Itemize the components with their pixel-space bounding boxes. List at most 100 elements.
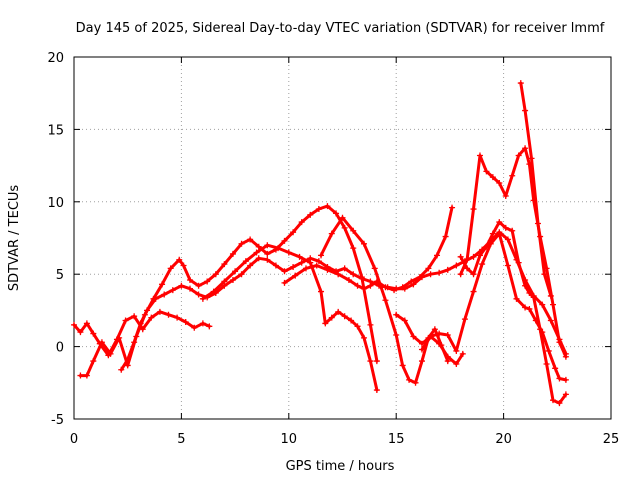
data-point xyxy=(328,314,335,321)
data-point xyxy=(212,271,219,278)
ticks: 0 5 10 15 20 25 -5 0 5 10 15 20 xyxy=(47,51,619,447)
data-point xyxy=(464,256,471,263)
data-point xyxy=(210,288,217,295)
y-tick-label: 5 xyxy=(56,268,64,283)
data-point xyxy=(382,284,389,291)
y-tick-label: 0 xyxy=(56,341,64,356)
data-point xyxy=(562,353,569,360)
data-point xyxy=(461,316,468,323)
data-point xyxy=(530,294,537,301)
data-point xyxy=(313,262,320,269)
data-point xyxy=(528,155,535,162)
data-point xyxy=(292,272,299,279)
x-tick-label: 20 xyxy=(495,432,512,447)
data-point xyxy=(515,152,522,159)
data-point xyxy=(393,332,400,339)
data-point xyxy=(550,397,557,404)
data-point xyxy=(221,261,228,268)
data-point xyxy=(444,332,451,339)
data-point xyxy=(513,295,520,302)
data-point xyxy=(517,80,524,87)
data-point xyxy=(285,249,292,256)
data-point xyxy=(522,145,529,152)
data-point xyxy=(464,265,471,272)
x-tick-label: 0 xyxy=(70,432,78,447)
data-point xyxy=(341,224,348,231)
data-point xyxy=(509,172,516,179)
data-point xyxy=(459,350,466,357)
data-point xyxy=(476,152,483,159)
data-point xyxy=(180,262,187,269)
series-arc-j xyxy=(457,219,569,407)
data-point xyxy=(116,334,123,341)
data-point xyxy=(496,219,503,226)
data-point xyxy=(264,256,271,263)
data-point xyxy=(541,271,548,278)
data-point xyxy=(358,275,365,282)
data-point xyxy=(290,229,297,236)
data-point xyxy=(496,230,503,237)
data-point xyxy=(449,204,456,211)
data-point xyxy=(382,297,389,304)
data-point xyxy=(77,372,84,379)
data-point xyxy=(178,282,185,289)
data-point xyxy=(191,324,198,331)
data-point xyxy=(131,313,138,320)
data-point xyxy=(324,203,331,210)
data-point xyxy=(169,287,176,294)
data-point xyxy=(174,314,181,321)
series-line xyxy=(72,310,211,357)
data-point xyxy=(290,263,297,270)
data-point xyxy=(124,356,131,363)
data-point xyxy=(552,365,559,372)
series-arc-a xyxy=(71,308,213,359)
data-point xyxy=(367,282,374,289)
data-point xyxy=(556,375,563,382)
series-group xyxy=(71,80,569,407)
data-point xyxy=(483,243,490,250)
data-point xyxy=(242,258,249,265)
data-point xyxy=(431,326,438,333)
data-point xyxy=(496,179,503,186)
series-arc-h xyxy=(418,230,569,383)
data-point xyxy=(360,285,367,292)
data-point xyxy=(229,250,236,257)
y-tick-label: -5 xyxy=(51,413,64,428)
data-point xyxy=(339,214,346,221)
data-point xyxy=(556,339,563,346)
data-point xyxy=(238,271,245,278)
data-point xyxy=(118,366,125,373)
data-point xyxy=(341,313,348,320)
data-point xyxy=(298,219,305,226)
data-point xyxy=(255,243,262,250)
data-point xyxy=(522,107,529,114)
data-point xyxy=(315,206,322,213)
data-point xyxy=(199,295,206,302)
data-point xyxy=(502,193,509,200)
data-point xyxy=(427,271,434,278)
data-point xyxy=(206,323,213,330)
x-tick-label: 25 xyxy=(603,432,620,447)
data-point xyxy=(307,259,314,266)
data-point xyxy=(281,237,288,244)
x-tick-label: 5 xyxy=(177,432,185,447)
data-point xyxy=(360,240,367,247)
data-point xyxy=(539,301,546,308)
series-line xyxy=(459,220,568,405)
data-point xyxy=(186,285,193,292)
data-point xyxy=(232,268,239,275)
data-point xyxy=(90,330,97,337)
data-point xyxy=(371,265,378,272)
data-point xyxy=(416,274,423,281)
data-point xyxy=(522,282,529,289)
data-point xyxy=(410,333,417,340)
data-point xyxy=(229,276,236,283)
data-point xyxy=(436,340,443,347)
data-point xyxy=(264,242,271,249)
data-point xyxy=(509,227,516,234)
data-point xyxy=(436,269,443,276)
data-point xyxy=(367,321,374,328)
data-point xyxy=(418,358,425,365)
data-point xyxy=(444,353,451,360)
data-point xyxy=(204,278,211,285)
